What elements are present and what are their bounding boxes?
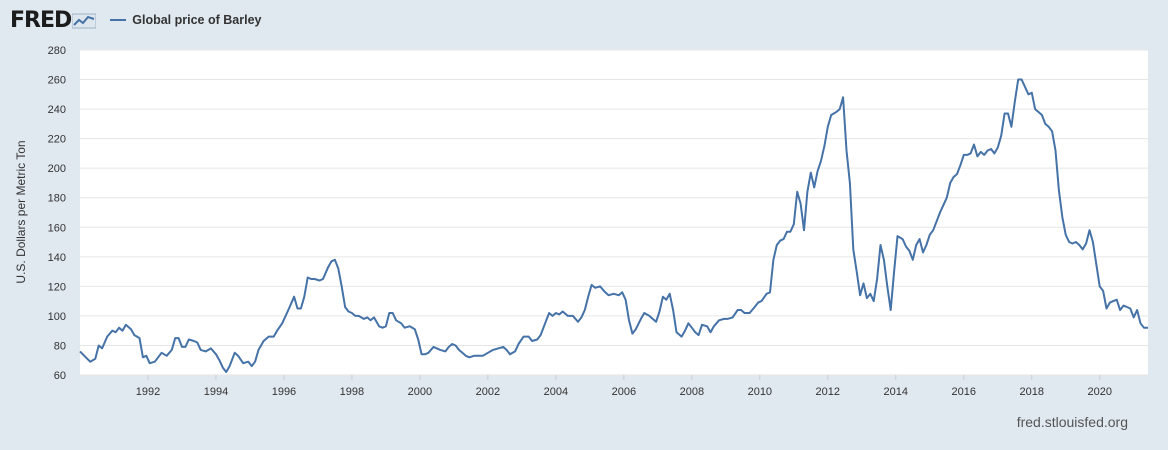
x-tick-label: 2016	[952, 386, 976, 398]
y-tick-label: 280	[48, 45, 66, 57]
x-tick-label: 2020	[1087, 386, 1111, 398]
gridlines	[80, 49, 1148, 376]
source-link[interactable]: fred.stlouisfed.org	[1016, 414, 1128, 430]
y-tick-label: 120	[48, 281, 66, 293]
x-tick-label: 2018	[1020, 386, 1044, 398]
x-tick-label: 2014	[884, 386, 908, 398]
y-tick-label: 80	[54, 340, 66, 352]
x-tick-label: 1992	[136, 386, 160, 398]
y-tick-label: 260	[48, 75, 66, 87]
y-tick-label: 60	[54, 370, 66, 382]
y-tick-label: 180	[48, 193, 66, 205]
x-tick-label: 2012	[816, 386, 840, 398]
x-tick-label: 2000	[408, 386, 432, 398]
x-tick-label: 2004	[544, 386, 568, 398]
y-axis-label: U.S. Dollars per Metric Ton	[14, 140, 28, 283]
plot-background	[80, 50, 1148, 375]
chart-header: FRED Global price of Barley	[10, 6, 261, 34]
y-tick-labels: 60 80 100 120 140 160 180 200 220 240 260 280	[48, 45, 66, 382]
y-tick-label: 160	[48, 222, 66, 234]
x-tick-label: 1994	[204, 386, 228, 398]
x-tick-labels: 1992 1994 1996 1998 2000 2002 2004 2006 2008 2010…	[136, 375, 1112, 398]
x-tick-label: 2002	[476, 386, 500, 398]
line-chart-icon	[72, 13, 97, 29]
x-tick-label: 1998	[340, 386, 364, 398]
y-tick-label: 240	[48, 104, 66, 116]
logo-text: FRED	[10, 7, 72, 33]
chart-legend: Global price of Barley	[110, 13, 261, 27]
legend-label: Global price of Barley	[132, 13, 262, 27]
y-tick-label: 140	[48, 252, 66, 264]
x-tick-label: 2008	[680, 386, 704, 398]
fred-logo[interactable]: FRED	[10, 7, 97, 33]
x-tick-label: 2010	[748, 386, 772, 398]
y-tick-label: 100	[48, 311, 66, 323]
x-tick-label: 2006	[612, 386, 636, 398]
series-line	[79, 78, 1148, 373]
x-tick-label: 1996	[272, 386, 296, 398]
legend-swatch	[110, 19, 127, 21]
y-tick-label: 220	[48, 134, 66, 146]
y-tick-label: 200	[48, 163, 66, 175]
